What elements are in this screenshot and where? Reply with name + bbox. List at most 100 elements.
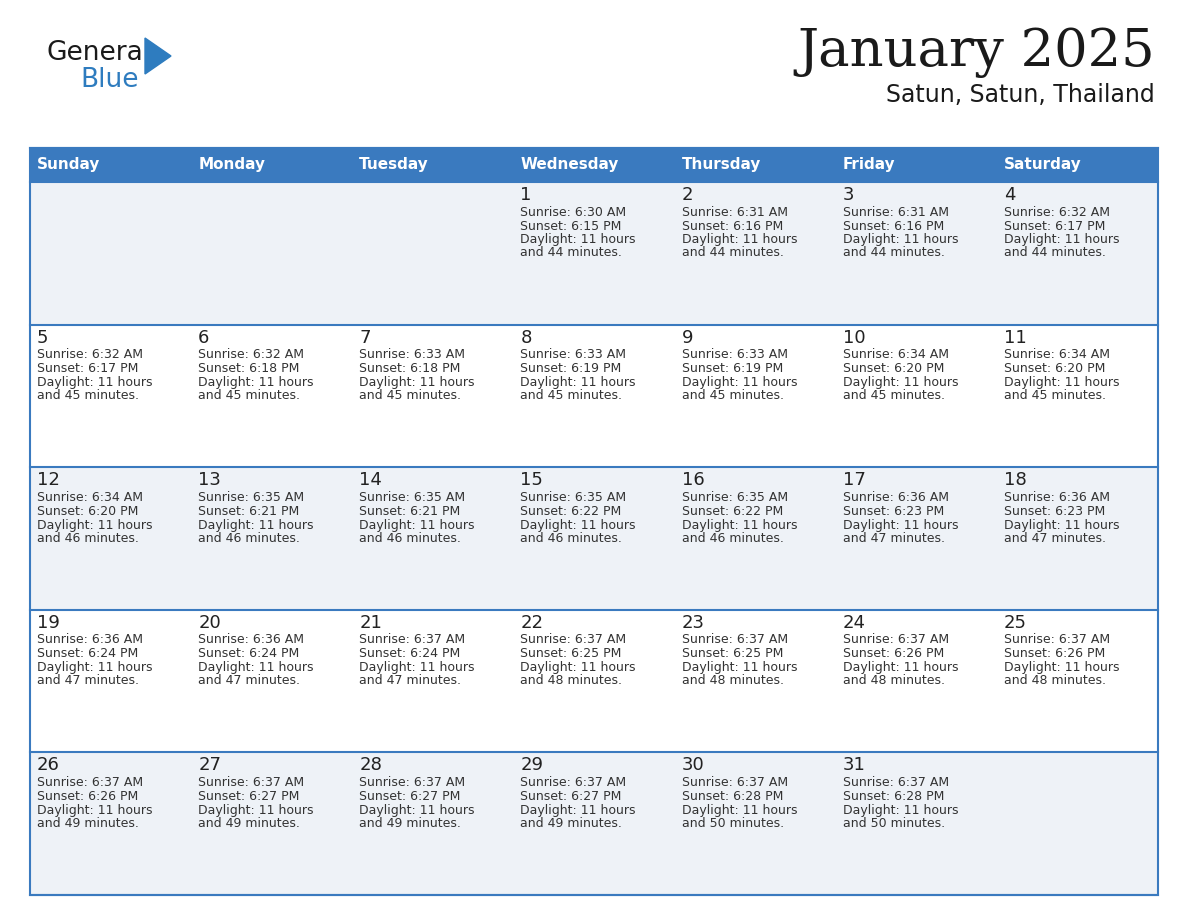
Text: Sunrise: 6:36 AM: Sunrise: 6:36 AM [1004, 491, 1110, 504]
Text: January 2025: January 2025 [797, 27, 1155, 77]
Text: Sunrise: 6:36 AM: Sunrise: 6:36 AM [842, 491, 949, 504]
Text: Daylight: 11 hours: Daylight: 11 hours [198, 519, 314, 532]
Text: Sunset: 6:16 PM: Sunset: 6:16 PM [682, 219, 783, 232]
Text: Tuesday: Tuesday [359, 158, 429, 173]
Text: Sunset: 6:17 PM: Sunset: 6:17 PM [1004, 219, 1105, 232]
Text: and 50 minutes.: and 50 minutes. [682, 817, 784, 830]
Text: 24: 24 [842, 614, 866, 632]
Bar [30, 182, 1158, 325]
Text: and 47 minutes.: and 47 minutes. [359, 675, 461, 688]
Text: Sunrise: 6:32 AM: Sunrise: 6:32 AM [37, 348, 143, 361]
Text: and 49 minutes.: and 49 minutes. [198, 817, 301, 830]
Text: Sunrise: 6:34 AM: Sunrise: 6:34 AM [842, 348, 949, 361]
Bar [30, 148, 1158, 182]
Text: 2: 2 [682, 186, 693, 204]
Text: Daylight: 11 hours: Daylight: 11 hours [1004, 661, 1119, 675]
Text: and 47 minutes.: and 47 minutes. [37, 675, 139, 688]
Text: Sunset: 6:22 PM: Sunset: 6:22 PM [520, 505, 621, 518]
Text: Sunset: 6:27 PM: Sunset: 6:27 PM [359, 789, 461, 803]
Bar [30, 610, 1158, 753]
Text: 22: 22 [520, 614, 543, 632]
Text: and 45 minutes.: and 45 minutes. [359, 389, 461, 402]
Text: Blue: Blue [80, 67, 139, 93]
Text: Sunset: 6:26 PM: Sunset: 6:26 PM [37, 789, 138, 803]
Text: Daylight: 11 hours: Daylight: 11 hours [842, 233, 959, 247]
Text: and 50 minutes.: and 50 minutes. [842, 817, 944, 830]
Text: Sunrise: 6:34 AM: Sunrise: 6:34 AM [1004, 348, 1110, 361]
Text: Daylight: 11 hours: Daylight: 11 hours [359, 661, 475, 675]
Text: Daylight: 11 hours: Daylight: 11 hours [520, 661, 636, 675]
Text: Daylight: 11 hours: Daylight: 11 hours [359, 519, 475, 532]
Text: Sunrise: 6:36 AM: Sunrise: 6:36 AM [198, 633, 304, 646]
Text: Friday: Friday [842, 158, 896, 173]
Text: and 46 minutes.: and 46 minutes. [198, 532, 301, 544]
Text: 31: 31 [842, 756, 866, 775]
Text: General: General [48, 40, 151, 66]
Text: Sunset: 6:24 PM: Sunset: 6:24 PM [37, 647, 138, 660]
Bar [30, 148, 1158, 895]
Text: 5: 5 [37, 329, 49, 347]
Text: 8: 8 [520, 329, 532, 347]
Text: and 47 minutes.: and 47 minutes. [842, 532, 944, 544]
Text: 3: 3 [842, 186, 854, 204]
Text: Sunset: 6:15 PM: Sunset: 6:15 PM [520, 219, 621, 232]
Text: and 48 minutes.: and 48 minutes. [1004, 675, 1106, 688]
Text: Sunset: 6:19 PM: Sunset: 6:19 PM [682, 362, 783, 375]
Text: 9: 9 [682, 329, 693, 347]
Text: 17: 17 [842, 471, 866, 489]
Text: 13: 13 [198, 471, 221, 489]
Text: Daylight: 11 hours: Daylight: 11 hours [682, 376, 797, 389]
Text: Daylight: 11 hours: Daylight: 11 hours [198, 804, 314, 817]
Text: Daylight: 11 hours: Daylight: 11 hours [682, 233, 797, 247]
Text: Sunrise: 6:30 AM: Sunrise: 6:30 AM [520, 206, 626, 218]
Text: Sunset: 6:24 PM: Sunset: 6:24 PM [359, 647, 461, 660]
Text: Daylight: 11 hours: Daylight: 11 hours [842, 804, 959, 817]
Text: and 44 minutes.: and 44 minutes. [520, 247, 623, 260]
Text: Daylight: 11 hours: Daylight: 11 hours [682, 519, 797, 532]
Text: Sunrise: 6:31 AM: Sunrise: 6:31 AM [842, 206, 949, 218]
Text: 30: 30 [682, 756, 704, 775]
Text: and 45 minutes.: and 45 minutes. [198, 389, 301, 402]
Text: 28: 28 [359, 756, 383, 775]
Polygon shape [145, 38, 171, 74]
Text: and 46 minutes.: and 46 minutes. [359, 532, 461, 544]
Text: Satun, Satun, Thailand: Satun, Satun, Thailand [886, 83, 1155, 107]
Text: Sunset: 6:22 PM: Sunset: 6:22 PM [682, 505, 783, 518]
Text: Sunrise: 6:37 AM: Sunrise: 6:37 AM [842, 776, 949, 789]
Text: Sunset: 6:27 PM: Sunset: 6:27 PM [198, 789, 299, 803]
Text: 15: 15 [520, 471, 543, 489]
Text: Daylight: 11 hours: Daylight: 11 hours [520, 519, 636, 532]
Text: Daylight: 11 hours: Daylight: 11 hours [359, 804, 475, 817]
Text: 12: 12 [37, 471, 59, 489]
Text: Daylight: 11 hours: Daylight: 11 hours [682, 661, 797, 675]
Text: 16: 16 [682, 471, 704, 489]
Text: Sunset: 6:28 PM: Sunset: 6:28 PM [682, 789, 783, 803]
Text: and 45 minutes.: and 45 minutes. [1004, 389, 1106, 402]
Text: 10: 10 [842, 329, 865, 347]
Text: and 48 minutes.: and 48 minutes. [682, 675, 784, 688]
Text: Sunrise: 6:34 AM: Sunrise: 6:34 AM [37, 491, 143, 504]
Text: Sunset: 6:21 PM: Sunset: 6:21 PM [359, 505, 461, 518]
Text: and 49 minutes.: and 49 minutes. [37, 817, 139, 830]
Text: Sunrise: 6:35 AM: Sunrise: 6:35 AM [520, 491, 626, 504]
Text: Sunrise: 6:32 AM: Sunrise: 6:32 AM [198, 348, 304, 361]
Text: Sunrise: 6:35 AM: Sunrise: 6:35 AM [198, 491, 304, 504]
Text: Sunrise: 6:37 AM: Sunrise: 6:37 AM [520, 776, 626, 789]
Text: Sunday: Sunday [37, 158, 100, 173]
Text: Sunrise: 6:37 AM: Sunrise: 6:37 AM [1004, 633, 1110, 646]
Text: 19: 19 [37, 614, 59, 632]
Text: 29: 29 [520, 756, 543, 775]
Text: Sunset: 6:25 PM: Sunset: 6:25 PM [682, 647, 783, 660]
Text: Sunset: 6:26 PM: Sunset: 6:26 PM [842, 647, 944, 660]
Text: Sunrise: 6:37 AM: Sunrise: 6:37 AM [682, 776, 788, 789]
Text: Sunset: 6:20 PM: Sunset: 6:20 PM [842, 362, 944, 375]
Text: Daylight: 11 hours: Daylight: 11 hours [198, 376, 314, 389]
Text: 18: 18 [1004, 471, 1026, 489]
Text: Daylight: 11 hours: Daylight: 11 hours [1004, 376, 1119, 389]
Text: 27: 27 [198, 756, 221, 775]
Text: and 46 minutes.: and 46 minutes. [520, 532, 623, 544]
Text: and 44 minutes.: and 44 minutes. [682, 247, 783, 260]
Text: Sunrise: 6:33 AM: Sunrise: 6:33 AM [359, 348, 466, 361]
Text: Sunrise: 6:37 AM: Sunrise: 6:37 AM [682, 633, 788, 646]
Text: Sunrise: 6:37 AM: Sunrise: 6:37 AM [842, 633, 949, 646]
